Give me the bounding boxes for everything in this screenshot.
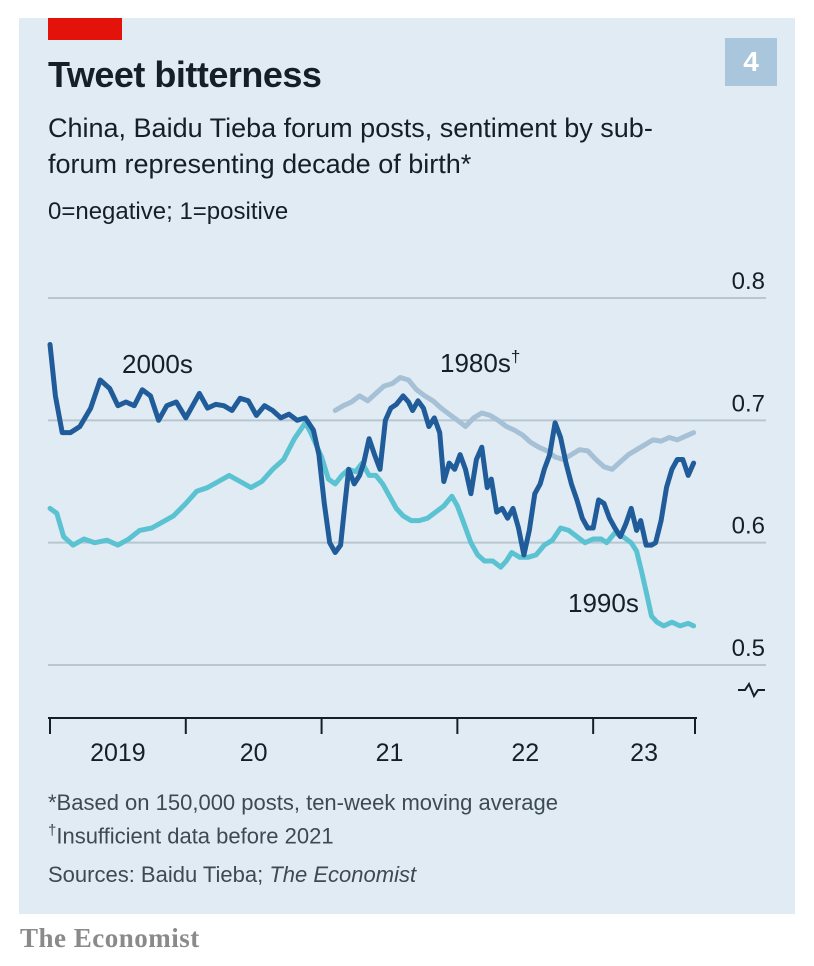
x-axis: 2019 20 21 22 23 [48, 717, 697, 767]
series-label-2000s: 2000s [122, 349, 193, 379]
series-label-1990s: 1990s [568, 588, 639, 618]
series-label-1980s: 1980s† [440, 347, 520, 378]
x-tick-label: 2019 [90, 739, 146, 767]
x-tick-label: 22 [511, 739, 539, 767]
footnote-moving-average: *Based on 150,000 posts, ten-week moving… [48, 790, 558, 815]
x-tick-label: 23 [630, 739, 658, 767]
axis-break-icon [738, 681, 765, 699]
series-labels: 2000s 1990s 1980s† [122, 347, 639, 618]
y-tick-label: 0.8 [732, 268, 765, 295]
x-tick-label: 20 [240, 739, 268, 767]
series-line-2000s [47, 342, 697, 558]
source-line: Sources: Baidu Tieba; The Economist [48, 862, 416, 888]
brand-red-bar [48, 18, 122, 40]
scale-note: 0=negative; 1=positive [48, 198, 289, 225]
footnote-insufficient-data: †Insufficient data before 2021 [48, 822, 334, 849]
chart-panel [19, 18, 795, 914]
chart-number-badge: 4 [725, 38, 777, 86]
x-tick-label: 21 [376, 739, 404, 767]
footnote2-text: Insufficient data before 2021 [56, 823, 334, 849]
economist-brand: The Economist [20, 923, 200, 953]
chart-title: Tweet bitterness [48, 54, 322, 95]
chart-subtitle: China, Baidu Tieba forum posts, sentimen… [48, 113, 653, 179]
series-line-1990s [47, 420, 697, 629]
dagger-mark: † [511, 347, 520, 366]
y-tick-label: 0.5 [732, 635, 765, 662]
y-tick-label: 0.7 [732, 390, 765, 417]
y-tick-label: 0.6 [732, 513, 765, 540]
y-tick-labels: 0.8 0.7 0.6 0.5 [732, 268, 765, 699]
dagger-mark: † [48, 822, 57, 839]
source-publication: The Economist [269, 862, 417, 887]
series-line-1980s [332, 375, 697, 472]
source-prefix: Sources: Baidu Tieba; [48, 862, 270, 887]
series-lines [47, 342, 697, 629]
